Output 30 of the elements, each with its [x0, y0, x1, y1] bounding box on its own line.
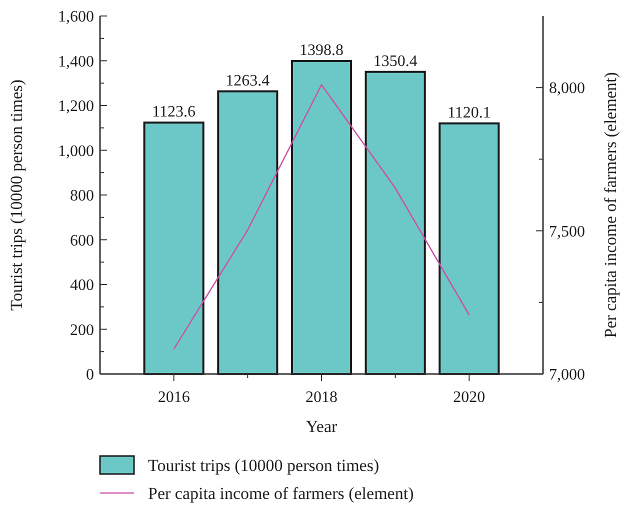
y-axis-title: Tourist trips (10000 person times) — [7, 79, 26, 311]
data-label: 1123.6 — [152, 104, 196, 121]
y-tick-label: 0 — [86, 366, 94, 384]
x-axis-title: Year — [306, 417, 338, 436]
y-tick-label: 1,000 — [58, 142, 94, 160]
y2-tick-label: 7,500 — [549, 223, 585, 240]
data-label: 1120.1 — [447, 104, 491, 122]
y-tick-label: 800 — [70, 188, 94, 205]
y-tick-label: 400 — [70, 277, 94, 294]
data-label: 1263.4 — [226, 72, 270, 90]
x-tick-label: 2016 — [158, 389, 190, 406]
data-label: 1350.4 — [373, 52, 418, 70]
x-tick-label: 2020 — [453, 389, 486, 406]
data-label: 1398.8 — [300, 42, 344, 60]
legend-label: Per capita income of farmers (element) — [148, 484, 414, 503]
bar — [217, 90, 278, 375]
y-tick-label: 1,200 — [58, 98, 94, 116]
y2-axis-title: Per capita income of farmers (element) — [601, 72, 620, 338]
y-tick-label: 600 — [70, 232, 94, 250]
y2-tick-label: 8,000 — [549, 80, 585, 98]
legend-label: Tourist trips (10000 person times) — [148, 456, 380, 475]
bar — [364, 70, 426, 375]
y-tick-label: 1,400 — [58, 53, 94, 70]
x-tick-label: 2018 — [306, 389, 338, 406]
bar — [290, 60, 352, 375]
bar — [143, 122, 204, 375]
y2-tick-label: 7,000 — [549, 366, 585, 384]
bar — [438, 122, 500, 375]
y-tick-label: 1,600 — [58, 8, 94, 26]
y-tick-label: 200 — [70, 322, 94, 339]
